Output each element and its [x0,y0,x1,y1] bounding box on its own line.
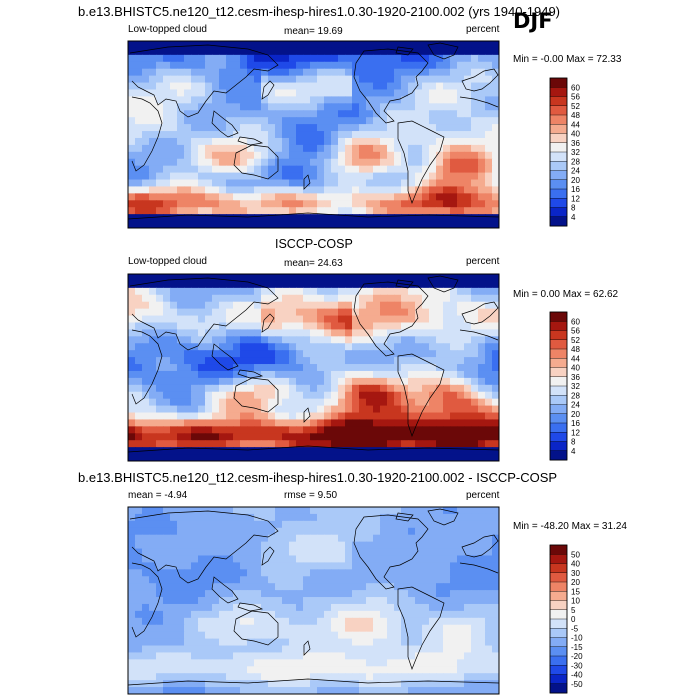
colorbar-tick-label: 52 [571,102,580,111]
panel3-mean: mean = -4.94 [128,490,188,501]
colorbar-tick-label: 56 [571,327,580,336]
panel2-mean: mean= 24.63 [284,258,343,269]
colorbar-tick-label: 4 [571,447,576,456]
colorbar-tick-label: -50 [571,680,583,689]
panel2-left-label: Low-topped cloud [128,256,207,267]
colorbar-tick-label: 48 [571,111,580,120]
colorbar-tick-label: 8 [571,204,576,213]
colorbar-tick-label: 40 [571,364,580,373]
colorbar-tick-label: -10 [571,634,583,643]
panel1-title: b.e13.BHISTC5.ne120_t12.cesm-ihesp-hires… [78,4,561,19]
colorbar-tick-label: 12 [571,428,580,437]
colorbar-tick-label: 52 [571,336,580,345]
map-panel-2 [127,273,500,462]
colorbar-tick-label: 30 [571,569,580,578]
panel2-minmax: Min = 0.00 Max = 62.62 [513,289,619,300]
colorbar-tick-label: 16 [571,185,580,194]
panel1-minmax: Min = -0.00 Max = 72.33 [513,54,622,65]
colorbar-tick-label: 20 [571,578,580,587]
panel3-units: percent [466,490,500,501]
colorbar-tick-label: 36 [571,139,580,148]
panel3-title: b.e13.BHISTC5.ne120_t12.cesm-ihesp-hires… [78,470,558,485]
colorbar-tick-label: -5 [571,624,579,633]
map-panel-1 [127,40,500,229]
colorbar-tick-label: 48 [571,345,580,354]
panel2-units: percent [466,256,500,267]
colorbar-tick-label: 60 [571,83,580,92]
colorbar-tick-label: 40 [571,560,580,569]
colorbar-tick-label: 44 [571,120,580,129]
colorbar-tick-label: 24 [571,167,580,176]
colorbar-tick-label: 12 [571,194,580,203]
colorbar-tick-label: 20 [571,410,580,419]
season-label: DJF [513,9,553,33]
colorbar-tick-label: 0 [571,615,576,624]
map-panel-3 [127,506,500,695]
colorbar-tick-label: 5 [571,606,576,615]
colorbar-tick-label: 56 [571,93,580,102]
colorbar-tick-label: 28 [571,157,580,166]
panel2-title: ISCCP-COSP [275,237,353,251]
panel3-rmse: rmse = 9.50 [284,490,338,501]
colorbar-tick-label: 36 [571,373,580,382]
colorbar-tick-label: -20 [571,652,583,661]
colorbar-tick-label: 40 [571,130,580,139]
colorbar-tick-label: 20 [571,176,580,185]
colorbar-tick-label: 15 [571,587,580,596]
colorbar-tick-label: 24 [571,401,580,410]
colorbar-tick-label: 32 [571,148,580,157]
colorbar-tick-label: 32 [571,382,580,391]
colorbar-tick-label: 16 [571,419,580,428]
colorbar-tick-label: 10 [571,597,580,606]
colorbar-tick-label: -40 [571,671,583,680]
colorbar-tick-label: 28 [571,391,580,400]
panel1-left-label: Low-topped cloud [128,24,207,35]
colorbar-tick-label: -30 [571,661,583,670]
panel1-units: percent [466,24,500,35]
colorbar-tick-label: 50 [571,550,580,559]
colorbar-tick-label: 4 [571,213,576,222]
colorbar-tick-label: 8 [571,438,576,447]
panel1-mean: mean= 19.69 [284,26,343,37]
colorbar-tick-label: 60 [571,317,580,326]
colorbar-tick-label: -15 [571,643,583,652]
colorbar-tick-label: 44 [571,354,580,363]
panel3-minmax: Min = -48.20 Max = 31.24 [513,521,627,532]
